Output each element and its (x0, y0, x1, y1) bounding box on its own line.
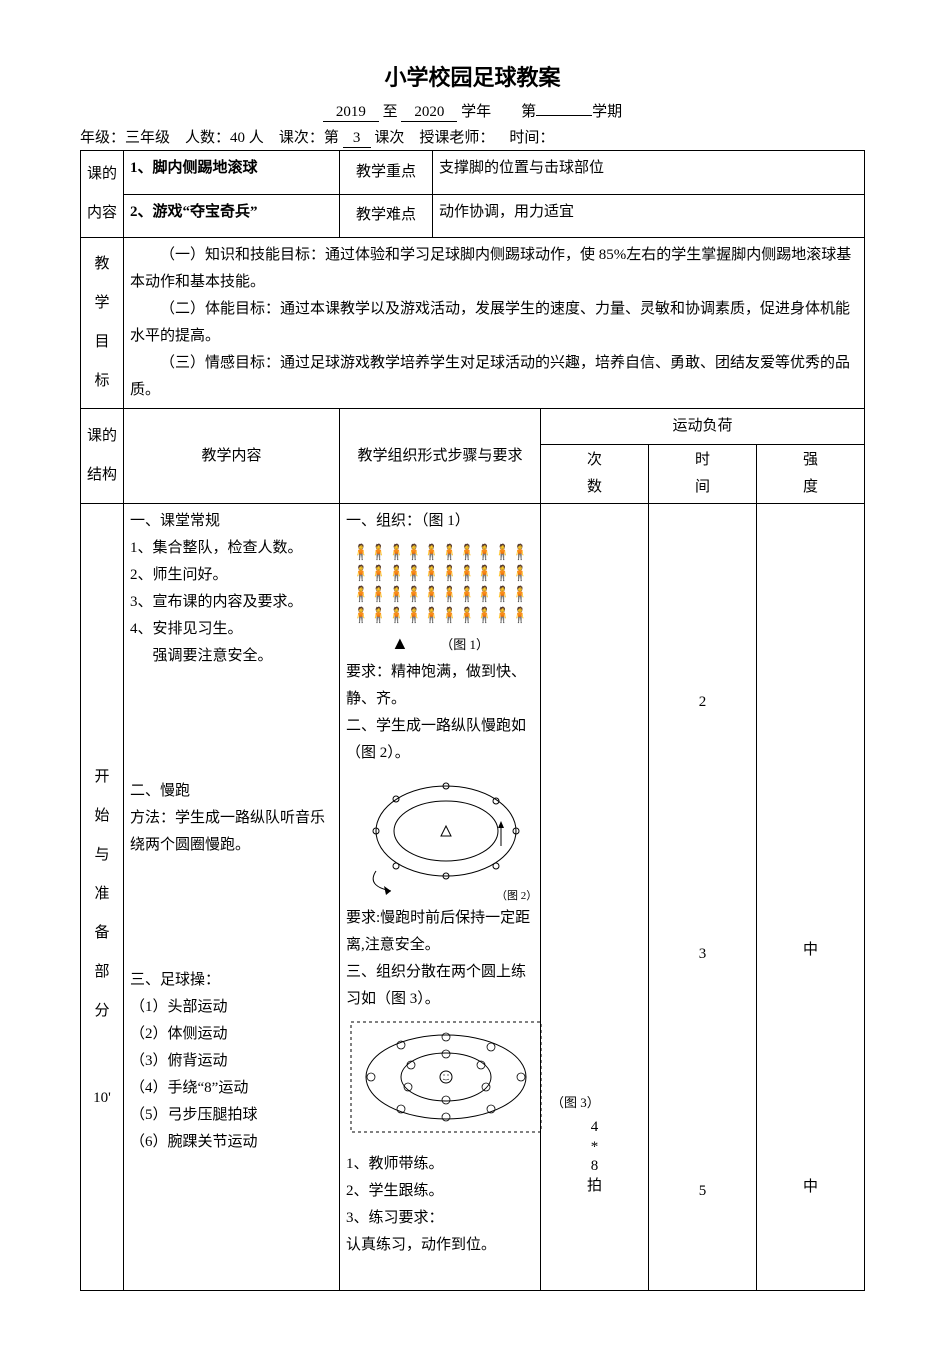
block3-l1: （1）头部运动 (130, 994, 333, 1021)
lesson-prefix: 第 (324, 130, 339, 146)
content-item-2: 2、游戏“夺宝奇兵” (124, 194, 340, 238)
load-times-col: 4 * 8 拍 (541, 504, 649, 1291)
header-org-steps: 教学组织形式步骤与要求 (340, 409, 541, 504)
figure-1-rows: 🧍🧍🧍🧍🧍🧍🧍🧍🧍🧍 🧍🧍🧍🧍🧍🧍🧍🧍🧍🧍 🧍🧍🧍🧍🧍🧍🧍🧍🧍🧍 🧍🧍🧍🧍🧍🧍🧍… (346, 543, 534, 627)
year-sep: 至 (383, 104, 398, 120)
term-prefix: 第 (521, 104, 536, 120)
block3-l5: （5）弓步压腿拍球 (130, 1102, 333, 1129)
org2-next: 三、组织分散在两个圆上练习如（图 3）。 (346, 959, 534, 1013)
org3-l1: 1、教师带练。 (346, 1151, 534, 1178)
block3-l6: （6）腕踝关节运动 (130, 1129, 333, 1156)
block1-l4: 4、安排见习生。 (130, 616, 333, 643)
block3-l2: （2）体侧运动 (130, 1021, 333, 1048)
grade-label: 年级： (80, 130, 125, 146)
org1-title: 一、组织：（图 1） (346, 508, 534, 535)
load-intensity-col: 中 中 (757, 504, 865, 1291)
org1-req: 要求：精神饱满，做到快、静、齐。 (346, 659, 534, 713)
block2-l1: 方法：学生成一路纵队听音乐绕两个圆圈慢跑。 (130, 805, 333, 859)
time-label: 时间： (509, 130, 554, 146)
section-1-total-time: 10' (93, 1090, 111, 1106)
block3-l4: （4）手绕“8”运动 (130, 1075, 333, 1102)
block1-l1: 1、集合整队，检查人数。 (130, 535, 333, 562)
lesson-num: 3 (343, 130, 371, 148)
year-end: 学年 (461, 104, 491, 120)
block3-title: 三、足球操： (130, 967, 333, 994)
section-1-content: 一、课堂常规 1、集合整队，检查人数。 2、师生问好。 3、宣布课的内容及要求。… (124, 504, 340, 1291)
header-duration: 时 间 (649, 445, 757, 504)
grade-value: 三年级 (125, 130, 170, 146)
term-suffix: 学期 (592, 104, 622, 120)
content-item-1: 1、脚内侧踢地滚球 (124, 151, 340, 195)
header-intensity: 强 度 (757, 445, 865, 504)
figure-2-icon: （图 2） (346, 771, 566, 901)
difficulty-value: 动作协调，用力适宜 (433, 194, 865, 238)
header-load: 运动负荷 (541, 409, 865, 445)
block1-l2: 2、师生问好。 (130, 562, 333, 589)
lesson-plan-table: 课的 内容 1、脚内侧踢地滚球 教学重点 支撑脚的位置与击球部位 2、游戏“夺宝… (80, 150, 865, 1291)
block1-title: 一、课堂常规 (130, 508, 333, 535)
year-from: 2019 (323, 104, 379, 122)
year-to: 2020 (401, 104, 457, 122)
header-structure: 课的 结构 (81, 409, 124, 504)
page-title: 小学校园足球教案 (80, 60, 865, 92)
header-difficulty: 教学难点 (340, 194, 433, 238)
block1-l3: 3、宣布课的内容及要求。 (130, 589, 333, 616)
lesson-suffix: 课次 (374, 130, 404, 146)
teacher-triangle-icon: ▲ （图 1） (346, 627, 534, 659)
org1-next: 二、学生成一路纵队慢跑如（图 2）。 (346, 713, 534, 767)
objective-2: （二）体能目标：通过本课教学以及游戏活动，发展学生的速度、力量、灵敏和协调素质，… (130, 296, 858, 350)
fig3-label-text: （图 3） (551, 1095, 600, 1110)
objectives-cell: （一）知识和技能目标：通过体验和学习足球脚内侧踢球动作，使 85%左右的学生掌握… (124, 238, 865, 409)
fig2-label-text: （图 2） (496, 889, 537, 901)
header-focus: 教学重点 (340, 151, 433, 195)
section-1-label: 开 始 与 准 备 部 分 10' (81, 504, 124, 1291)
meta-line: 年级：三年级 人数：40 人 课次：第 3 课次 授课老师： 时间： (80, 126, 865, 148)
org3-l2: 2、学生跟练。 (346, 1178, 534, 1205)
header-objectives: 教 学 目 标 (81, 238, 124, 409)
count-label: 人数： (185, 130, 230, 146)
block3-l3: （3）俯背运动 (130, 1048, 333, 1075)
block2-title: 二、慢跑 (130, 778, 333, 805)
load-duration-col: 2 3 5 (649, 504, 757, 1291)
org2-req: 要求:慢跑时前后保持一定距离,注意安全。 (346, 905, 534, 959)
term-value (536, 115, 592, 116)
objective-3: （三）情感目标：通过足球游戏教学培养学生对足球活动的兴趣，培养自信、勇敢、团结友… (130, 350, 858, 404)
section-1-org: 一、组织：（图 1） 🧍🧍🧍🧍🧍🧍🧍🧍🧍🧍 🧍🧍🧍🧍🧍🧍🧍🧍 (340, 504, 541, 1291)
count-value: 40 人 (230, 130, 264, 146)
teacher-label: 授课老师： (419, 130, 494, 146)
academic-year-line: 2019 至 2020 学年 第 学期 (80, 100, 865, 122)
lesson-label: 课次： (279, 130, 324, 146)
header-teach-content: 教学内容 (124, 409, 340, 504)
org3-l3: 3、练习要求： (346, 1205, 534, 1232)
header-course-content: 课的 内容 (81, 151, 124, 238)
org3-l4: 认真练习，动作到位。 (346, 1232, 534, 1259)
focus-value: 支撑脚的位置与击球部位 (433, 151, 865, 195)
objective-1: （一）知识和技能目标：通过体验和学习足球脚内侧踢球动作，使 85%左右的学生掌握… (130, 242, 858, 296)
header-times: 次 数 (541, 445, 649, 504)
block1-l5: 强调要注意安全。 (130, 643, 333, 670)
